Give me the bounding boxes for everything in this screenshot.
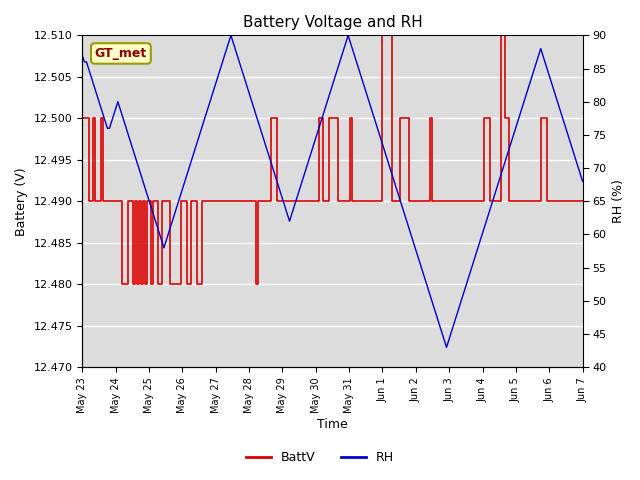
RH bbox=[227, 33, 235, 38]
BattV bbox=[579, 198, 586, 204]
RH bbox=[79, 52, 86, 58]
RH bbox=[443, 345, 451, 350]
Line: RH: RH bbox=[83, 36, 582, 348]
BattV bbox=[547, 198, 555, 204]
Text: GT_met: GT_met bbox=[95, 47, 147, 60]
Y-axis label: RH (%): RH (%) bbox=[612, 180, 625, 223]
Y-axis label: Battery (V): Battery (V) bbox=[15, 167, 28, 236]
RH bbox=[158, 238, 166, 244]
RH bbox=[99, 112, 107, 118]
BattV bbox=[378, 33, 385, 38]
X-axis label: Time: Time bbox=[317, 419, 348, 432]
BattV bbox=[160, 198, 168, 204]
Legend: BattV, RH: BattV, RH bbox=[241, 446, 399, 469]
BattV bbox=[99, 198, 107, 204]
RH bbox=[250, 106, 258, 111]
BattV bbox=[250, 198, 258, 204]
BattV bbox=[112, 198, 120, 204]
BattV bbox=[413, 198, 421, 204]
Title: Battery Voltage and RH: Battery Voltage and RH bbox=[243, 15, 422, 30]
RH bbox=[547, 79, 555, 84]
BattV bbox=[118, 281, 126, 287]
RH bbox=[579, 179, 586, 184]
Line: BattV: BattV bbox=[83, 36, 582, 284]
RH bbox=[412, 245, 419, 251]
BattV bbox=[79, 115, 86, 121]
RH bbox=[112, 106, 120, 111]
